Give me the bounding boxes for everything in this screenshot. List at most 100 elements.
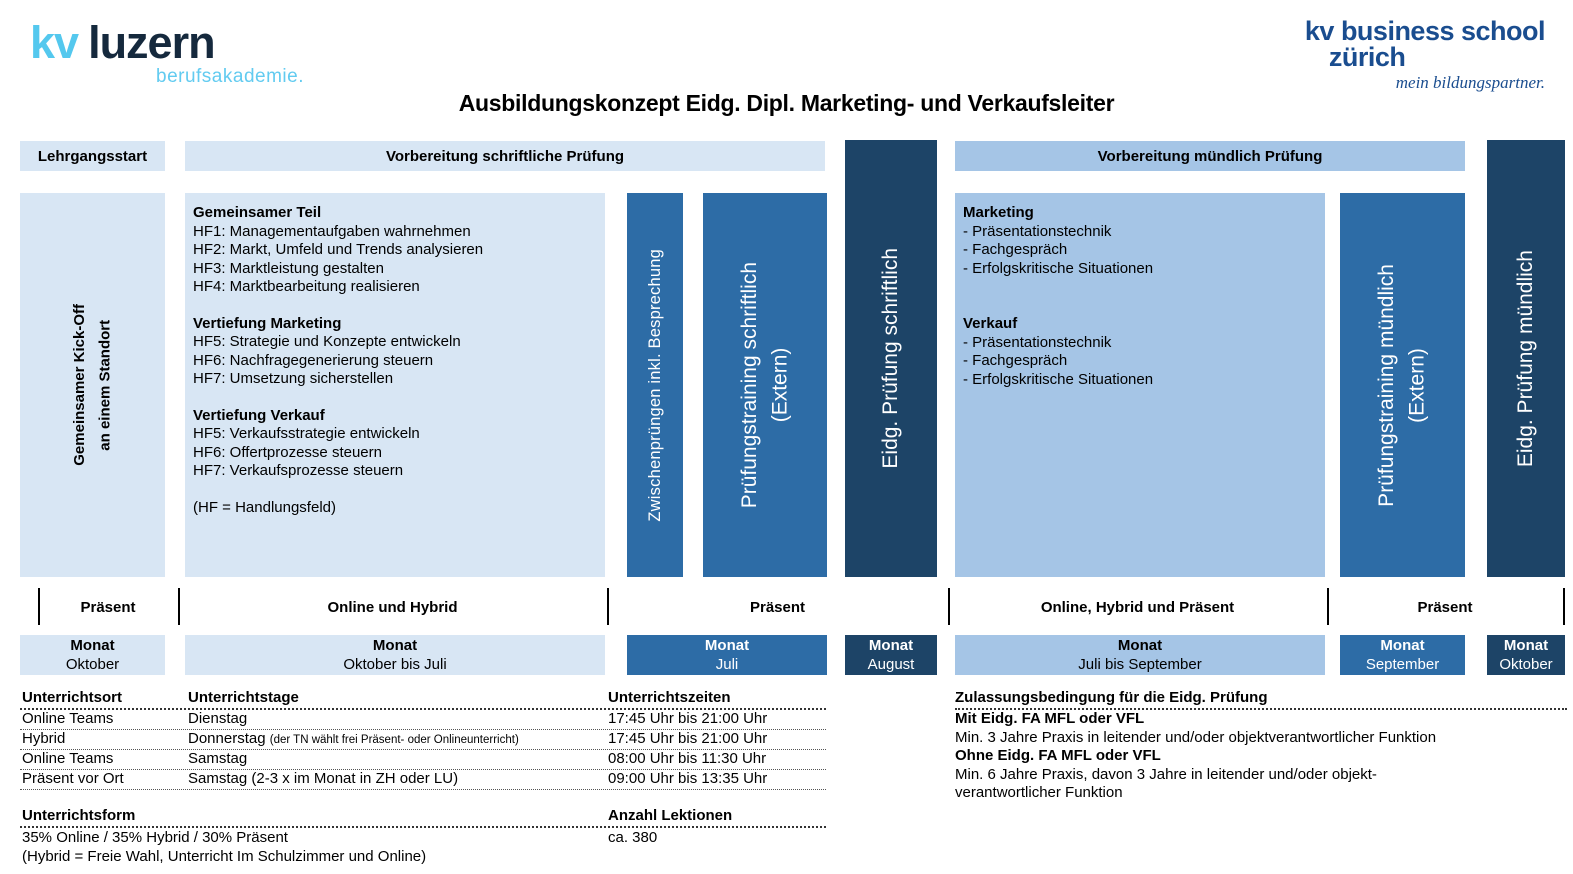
- lessons-header: Anzahl Lektionen: [608, 807, 733, 824]
- hf-footnote: (HF = Handlungsfeld): [193, 498, 336, 516]
- kv-luzern-logo: kv luzern berufsakademie.: [30, 20, 304, 88]
- schedule-ort: Online Teams: [22, 750, 114, 767]
- mode-label-online-hybrid-praesent: Online, Hybrid und Präsent: [1040, 599, 1235, 616]
- pruefungstraining-muendlich-column: Prüfungstraining mündlich (Extern): [1340, 193, 1465, 577]
- kv-luzern-name: luzern: [88, 17, 216, 68]
- schedule-row: Präsent vor Ort Samstag (2-3 x im Monat …: [20, 770, 826, 790]
- oral-item: - Erfolgskritische Situationen: [963, 259, 1154, 277]
- pruefungstraining-schriftlich-label: Prüfungstraining schriftlich (Extern): [735, 262, 796, 508]
- hf-item: HF6: Nachfragegenerierung steuern: [193, 351, 434, 369]
- month-label: Monat: [704, 637, 750, 654]
- kv-zurich-line1: kv business school: [1304, 16, 1546, 46]
- zwischenpruefungen-column: Zwischenprüngen inkl. Besprechung: [627, 193, 683, 577]
- schedule-row: Online Teams Samstag 08:00 Uhr bis 11:30…: [20, 750, 826, 770]
- lessons-value: ca. 380: [608, 829, 658, 846]
- mode-divider: [1563, 588, 1565, 625]
- schedule-row: Online Teams Dienstag 17:45 Uhr bis 21:0…: [20, 710, 826, 730]
- oral-item: - Erfolgskritische Situationen: [963, 370, 1154, 388]
- schedule-tag-text: Samstag: [188, 750, 248, 767]
- month-label: Monat: [70, 637, 115, 654]
- schedule-tag: Dienstag: [188, 710, 247, 729]
- section-title-vertiefung-marketing: Vertiefung Marketing: [193, 314, 342, 332]
- month-label: Monat: [1503, 637, 1549, 654]
- month-value: Juli: [715, 656, 739, 673]
- mode-label-online-hybrid: Online und Hybrid: [327, 599, 458, 616]
- month-box-august: Monat August: [845, 635, 937, 675]
- hf-item: HF3: Marktleistung gestalten: [193, 259, 384, 277]
- kickoff-line2: an einem Standort: [96, 319, 114, 451]
- mode-label-praesent-3: Präsent: [1417, 599, 1473, 616]
- schedule-tag: Donnerstag (der TN wählt frei Präsent- o…: [188, 730, 519, 749]
- kickoff-box: Gemeinsamer Kick-Off an einem Standort: [20, 193, 165, 577]
- kickoff-line1: Gemeinsamer Kick-Off: [71, 304, 88, 466]
- pruefungstraining-schriftlich-column: Prüfungstraining schriftlich (Extern): [703, 193, 827, 577]
- schedule-header-row: Unterrichtsort Unterrichtstage Unterrich…: [20, 688, 826, 710]
- schedule-tag: Samstag (2-3 x im Monat in ZH oder LU): [188, 770, 458, 789]
- month-box-oktober-bis-juli: Monat Oktober bis Juli: [185, 635, 605, 675]
- mode-label-praesent-1: Präsent: [80, 599, 136, 616]
- month-box-oktober: Monat Oktober: [20, 635, 165, 675]
- mode-divider: [178, 588, 180, 625]
- kv-business-school-logo: kv business school zürich mein bildungsp…: [1304, 16, 1546, 93]
- page-title: Ausbildungskonzept Eidg. Dipl. Marketing…: [458, 90, 1115, 116]
- hf-item: HF2: Markt, Umfeld und Trends analysiere…: [193, 241, 484, 258]
- month-value: Oktober: [1499, 656, 1553, 673]
- schedule-row: Hybrid Donnerstag (der TN wählt frei Prä…: [20, 730, 826, 750]
- admission-header: Zulassungsbedingung für die Eidg. Prüfun…: [955, 689, 1268, 706]
- month-value: September: [1365, 656, 1440, 673]
- month-label: Monat: [1117, 637, 1163, 654]
- admission-block: Zulassungsbedingung für die Eidg. Prüfun…: [955, 688, 1567, 803]
- oral-item: - Präsentationstechnik: [963, 333, 1112, 351]
- zwischenpruefungen-label: Zwischenprüngen inkl. Besprechung: [645, 248, 664, 522]
- eidg-pruefung-muendlich-column: Eidg. Prüfung mündlich: [1487, 140, 1565, 577]
- mode-label-praesent-2: Präsent: [749, 599, 806, 616]
- hf-item: HF4: Marktbearbeitung realisieren: [193, 278, 420, 295]
- pruefungstraining-schriftlich-line2: (Extern): [768, 347, 791, 423]
- month-value: Juli bis September: [1078, 656, 1202, 673]
- admission-without-text: Min. 6 Jahre Praxis, davon 3 Jahre in le…: [955, 765, 1377, 802]
- month-box-september: Monat September: [1340, 635, 1465, 675]
- schedule-ort: Präsent vor Ort: [22, 770, 124, 787]
- pruefungstraining-muendlich-line1: Prüfungstraining mündlich: [1375, 263, 1399, 507]
- hf-item: HF6: Offertprozesse steuern: [193, 443, 382, 461]
- mode-divider: [948, 588, 950, 625]
- schedule-zeit: 08:00 Uhr bis 11:30 Uhr: [608, 750, 767, 767]
- mode-divider: [1327, 588, 1329, 625]
- month-label: Monat: [868, 637, 914, 654]
- hf-item: HF5: Verkaufsstrategie entwickeln: [193, 425, 420, 442]
- teaching-form-row: 35% Online / 35% Hybrid / 30% Präsent ca…: [20, 828, 826, 847]
- mode-divider: [38, 588, 40, 625]
- header-lehrgangsstart: Lehrgangsstart: [20, 141, 165, 171]
- schedule-table: Unterrichtsort Unterrichtstage Unterrich…: [20, 688, 826, 790]
- hf-item: HF5: Strategie und Konzepte entwickeln: [193, 333, 461, 350]
- oral-item: - Fachgespräch: [963, 241, 1068, 258]
- col-header-unterrichtsort: Unterrichtsort: [22, 689, 123, 706]
- section-title-verkauf: Verkauf: [963, 315, 1018, 332]
- hf-item: HF7: Umsetzung sicherstellen: [193, 370, 394, 387]
- teaching-form-line2: (Hybrid = Freie Wahl, Unterricht Im Schu…: [22, 848, 427, 865]
- admission-without-title: Ohne Eidg. FA MFL oder VFL: [955, 747, 1161, 765]
- mode-divider: [607, 588, 609, 625]
- schedule-zeit: 17:45 Uhr bis 21:00 Uhr: [608, 730, 768, 747]
- teaching-form-line1: 35% Online / 35% Hybrid / 30% Präsent: [22, 829, 288, 846]
- teaching-form-header: Unterrichtsform: [22, 807, 136, 824]
- month-value: Oktober: [65, 656, 120, 673]
- kv-zurich-tagline: mein bildungspartner.: [1395, 73, 1545, 92]
- eidg-pruefung-schriftlich-label: Eidg. Prüfung schriftlich: [878, 248, 902, 469]
- kv-luzern-kv: kv: [30, 17, 79, 68]
- section-title-vertiefung-verkauf: Vertiefung Verkauf: [193, 406, 325, 424]
- hf-item: HF1: Managementaufgaben wahrnehmen: [193, 222, 471, 240]
- oral-prep-box: Marketing - Präsentationstechnik - Fachg…: [955, 193, 1325, 577]
- schedule-zeit: 09:00 Uhr bis 13:35 Uhr: [608, 770, 768, 787]
- kv-zurich-line2: zürich: [1328, 42, 1406, 72]
- pruefungstraining-muendlich-label: Prüfungstraining mündlich (Extern): [1372, 264, 1433, 507]
- eidg-pruefung-schriftlich-column: Eidg. Prüfung schriftlich: [845, 140, 937, 577]
- pruefungstraining-muendlich-line2: (Extern): [1405, 347, 1429, 423]
- written-prep-box: Gemeinsamer Teil HF1: Managementaufgaben…: [185, 193, 605, 577]
- kv-luzern-tagline: berufsakademie.: [156, 66, 304, 87]
- admission-with-text: Min. 3 Jahre Praxis in leitender und/ode…: [955, 728, 1437, 746]
- header-vorbereitung-muendlich: Vorbereitung mündlich Prüfung: [955, 141, 1465, 171]
- schedule-tag-text: Samstag (2-3 x im Monat in ZH oder LU): [188, 770, 459, 787]
- teaching-form-row2: (Hybrid = Freie Wahl, Unterricht Im Schu…: [20, 847, 826, 866]
- kickoff-label: Gemeinsamer Kick-Off an einem Standort: [67, 304, 118, 466]
